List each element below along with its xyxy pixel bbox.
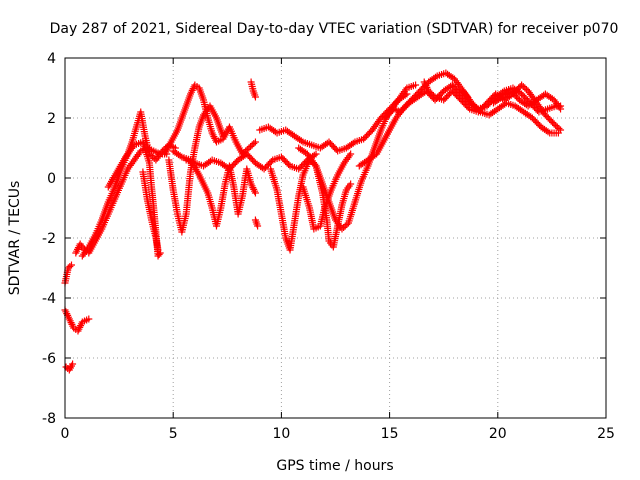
data-point [426,89,434,96]
data-point [347,150,355,158]
data-point [519,83,527,90]
data-point [554,129,562,137]
data-point [343,221,351,228]
y-tick-label: 4 [47,51,56,67]
series-arc-9 [165,102,227,236]
series-arc-22 [489,87,565,113]
series-arc-10 [169,147,259,230]
series-arc-13 [251,216,262,230]
data-point [251,189,259,197]
series-arc-11 [182,150,320,173]
data-point [475,107,483,114]
y-tick-label: -6 [42,351,56,367]
data-point [62,363,70,371]
data-point [312,150,320,158]
data-point [64,264,72,272]
data-point [285,161,293,168]
data-point [347,180,355,188]
series-arc-5 [78,108,179,260]
data-point [254,222,262,230]
data-point [311,160,319,168]
chart-title: Day 287 of 2021, Sidereal Day-to-day VTE… [50,21,619,37]
data-point [66,263,74,270]
data-point [464,104,472,111]
data-point [69,360,77,368]
data-point [155,251,163,258]
x-tick-label: 10 [272,426,290,442]
series-arc-15 [267,156,355,254]
x-tick-labels: 0 5 10 15 20 25 [61,426,615,442]
y-tick-label: 0 [47,171,56,187]
x-tick-label: 25 [597,426,615,442]
y-tick-label: -2 [42,231,56,247]
series-arc-14 [256,90,411,155]
data-point [219,132,227,140]
data-point [297,137,305,145]
data-point [67,261,75,269]
data-point [557,105,565,113]
data-point [154,246,162,254]
series-arc-21 [459,87,562,137]
data-point [548,95,556,103]
data-point [549,119,557,126]
y-tick-labels: -8 -6 -4 -2 0 2 4 [42,51,56,427]
grid [65,58,606,418]
data-point [340,224,348,231]
y-axis-label: SDTVAR / TECUs [7,181,23,296]
series-arc-3 [62,360,77,374]
data-point [251,93,259,101]
data-point [341,222,349,230]
y-tick-label: 2 [47,111,56,127]
data-point [247,143,255,150]
data-point [176,152,184,160]
series-arc-17 [299,150,355,233]
data-point [428,90,436,98]
data-point [338,225,346,233]
data-points [61,69,565,374]
plot-frame [64,57,607,419]
data-point [449,74,457,82]
x-tick-label: 0 [61,426,70,442]
data-point [552,122,560,129]
data-point [550,120,558,128]
series-arc-1 [61,261,75,287]
data-point [251,138,259,146]
data-point [242,147,250,155]
series-arc-7 [139,168,162,254]
data-point [248,141,256,149]
series-arc-2 [61,306,93,335]
y-tick-label: -4 [42,291,56,307]
data-point [349,139,357,147]
data-point [521,84,529,92]
data-point [429,92,437,99]
data-point [425,87,433,95]
data-point [412,81,420,89]
x-tick-label: 15 [381,426,399,442]
data-point [518,81,526,89]
data-point [250,140,258,147]
data-point [431,73,439,81]
x-tick-label: 5 [169,426,178,442]
data-point [267,158,275,165]
data-point [85,315,93,323]
y-tick-label: -8 [42,411,56,427]
data-point [553,123,561,131]
x-axis-label: GPS time / hours [276,458,393,474]
data-point [544,128,552,136]
series-arc-12 [247,78,259,101]
data-point [245,144,253,152]
x-tick-label: 20 [489,426,507,442]
